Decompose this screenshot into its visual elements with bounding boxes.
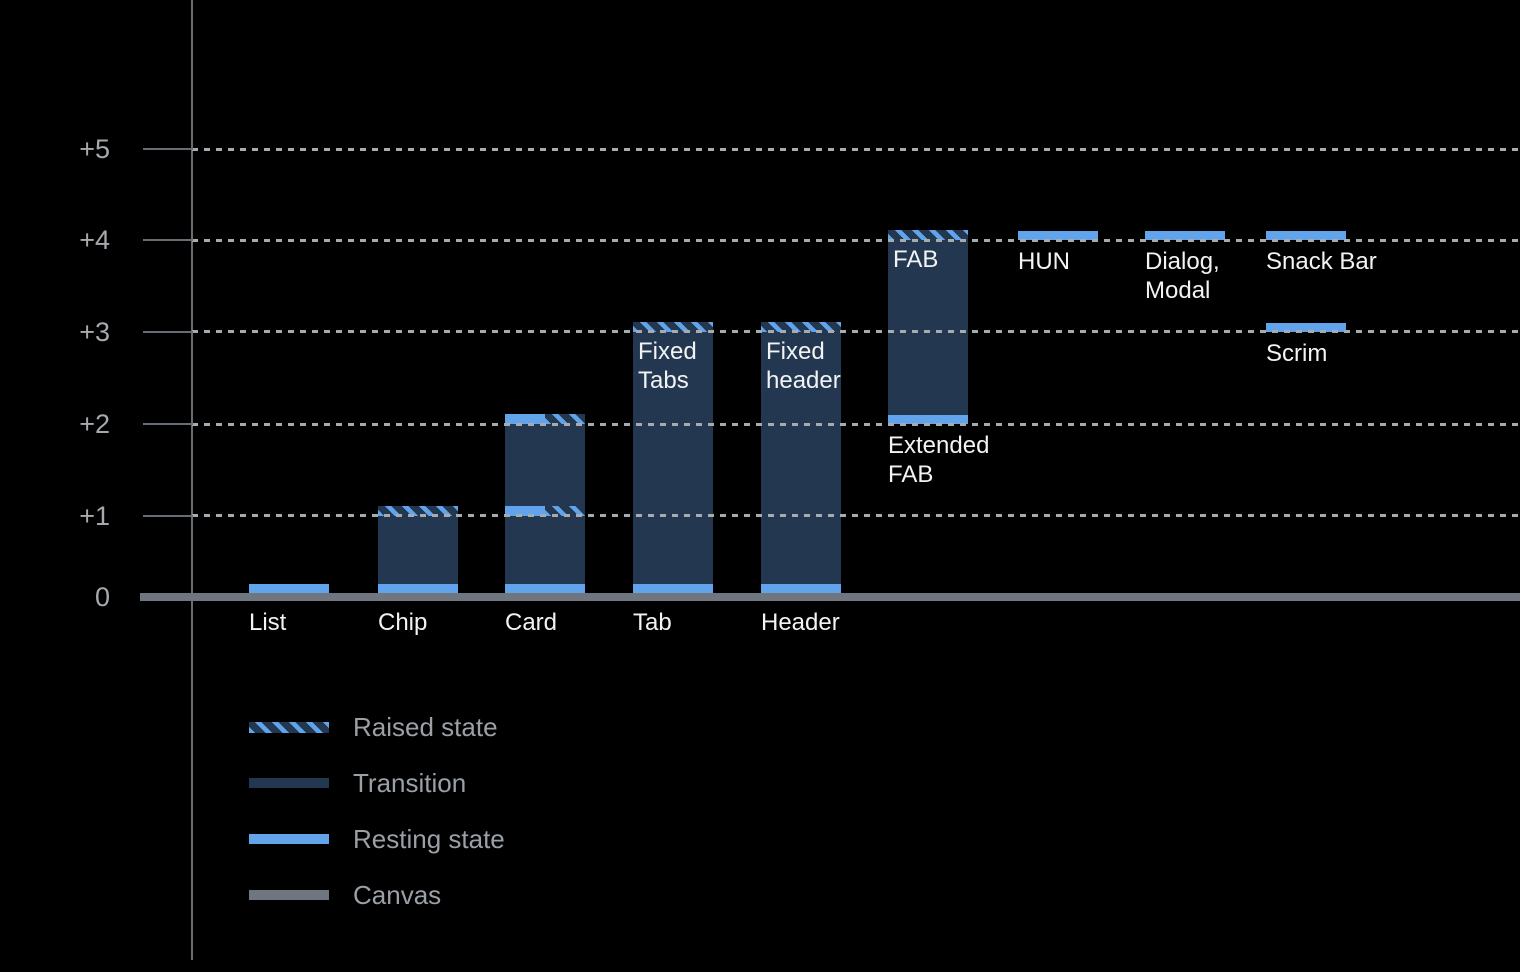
bar-tab-raised-3 — [633, 321, 713, 332]
bar-chip-transition — [378, 515, 458, 593]
bar-header-resting-0 — [761, 584, 841, 593]
y-tick-label-5: +5 — [79, 134, 110, 164]
bar-extended-fab-resting-2 — [888, 415, 968, 424]
bar-card-resting-raised-1 — [505, 505, 585, 516]
bar-label-extended-fab: FAB — [893, 246, 939, 273]
legend-label: Raised state — [353, 711, 498, 742]
bar-label-extended-fab: Extended FAB — [888, 432, 990, 488]
legend: Raised state Transition Resting state Ca… — [249, 699, 505, 923]
bar-label-snack-bar: Snack Bar — [1266, 248, 1377, 275]
bar-label-tab: Fixed Tabs — [638, 337, 697, 394]
bar-card-resting-raised-2 — [505, 414, 585, 424]
legend-label: Resting state — [353, 823, 505, 854]
bar-snack-bar-resting-4 — [1266, 231, 1346, 240]
bar-hun-resting-4 — [1018, 231, 1098, 240]
y-tick-mark-2 — [143, 423, 193, 425]
y-tick-mark-4 — [143, 239, 193, 241]
y-tick-label-1: +1 — [79, 500, 110, 531]
legend-item-canvas: Canvas — [249, 867, 505, 923]
raised-half — [545, 414, 585, 424]
legend-item-transition: Transition — [249, 755, 505, 811]
raised-state-swatch — [249, 721, 329, 733]
canvas-swatch — [249, 890, 329, 900]
y-tick-label-3: +3 — [79, 316, 110, 347]
bar-header-raised-3 — [761, 321, 841, 332]
bar-scrim-resting-3 — [1266, 322, 1346, 332]
y-axis-line — [191, 0, 193, 960]
legend-item-raised-state: Raised state — [249, 699, 505, 755]
gridline-level-1 — [192, 514, 1520, 517]
bar-dialog-modal-resting-4 — [1145, 231, 1225, 240]
x-axis-label-chip: Chip — [378, 609, 428, 636]
resting-state-swatch — [249, 834, 329, 844]
bar-header-transition — [761, 331, 841, 593]
bar-tab-resting-0 — [633, 584, 713, 593]
gridline-level-4 — [192, 238, 1520, 242]
bar-tab-transition — [633, 331, 713, 593]
y-tick-mark-3 — [143, 330, 193, 333]
y-tick-label-2: +2 — [79, 409, 110, 439]
gridline-level-2 — [192, 422, 1520, 426]
gridline-level-5 — [192, 147, 1520, 151]
transition-swatch — [249, 778, 329, 788]
y-tick-mark-1 — [143, 514, 193, 517]
y-tick-label-4: +4 — [79, 225, 110, 255]
bar-card-resting-0 — [505, 584, 585, 593]
gridline-level-3 — [192, 330, 1520, 333]
y-tick-label-0: 0 — [94, 582, 110, 612]
bar-chip-raised-1 — [378, 505, 458, 516]
bar-label-header: Fixed header — [766, 337, 841, 394]
resting-half — [505, 505, 545, 516]
y-tick-mark-5 — [143, 148, 193, 150]
bar-extended-fab-raised-4 — [888, 230, 968, 240]
bar-label-scrim: Scrim — [1266, 339, 1328, 367]
x-axis-label-list: List — [249, 609, 287, 636]
x-axis-label-card: Card — [505, 609, 558, 636]
raised-half — [545, 505, 585, 516]
canvas-baseline — [140, 593, 1520, 601]
legend-label: Canvas — [353, 879, 442, 910]
bar-chip-resting-0 — [378, 584, 458, 593]
bar-list-resting-0 — [249, 584, 329, 593]
resting-half — [505, 414, 545, 424]
x-axis-label-header: Header — [761, 609, 840, 636]
legend-item-resting-state: Resting state — [249, 811, 505, 867]
legend-label: Transition — [353, 767, 467, 798]
x-axis-label-tab: Tab — [633, 609, 672, 636]
bar-label-dialog-modal: Dialog, Modal — [1145, 248, 1220, 304]
bar-label-hun: HUN — [1018, 248, 1070, 275]
